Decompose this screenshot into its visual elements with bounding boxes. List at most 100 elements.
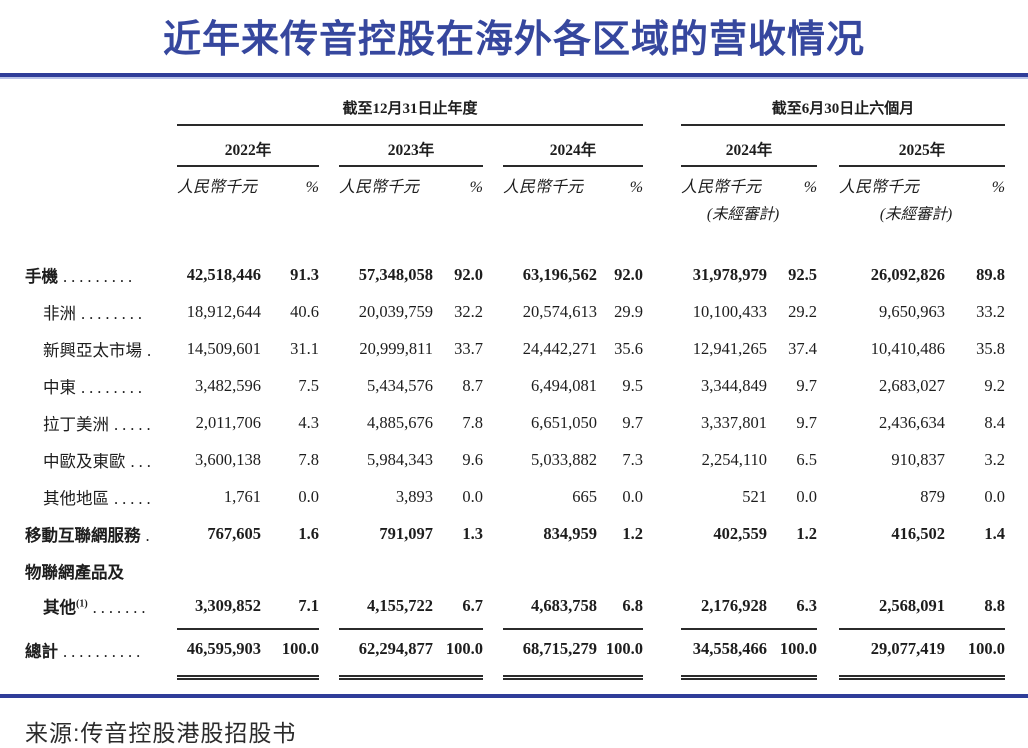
cell-value: 402,559 — [713, 523, 768, 543]
cell-value — [597, 552, 643, 589]
cell-value: 63,196,562 — [522, 264, 597, 284]
page-header: 近年来传音控股在海外各区域的营收情况 — [0, 8, 1028, 79]
cell-value: 91.3 — [290, 264, 319, 284]
cell-value: 89.8 — [976, 264, 1006, 284]
cell-value: 24,442,271 — [522, 338, 597, 358]
cell-value: 29.9 — [614, 301, 644, 321]
year-header-2022: 2022年 — [177, 125, 319, 167]
unit-header: 人民幣千元 — [177, 179, 258, 196]
row-label: 物聯網產品及 — [25, 562, 124, 582]
cell-value: 2,568,091 — [839, 589, 946, 630]
cell-value: 33.7 — [454, 338, 483, 358]
cell-value: 8.8 — [945, 589, 1006, 630]
cell-value: 1.3 — [462, 523, 483, 543]
row-label: 新興亞太市場. — [43, 340, 156, 360]
percent-header: % — [991, 179, 1006, 196]
cell-value: 68,715,279 — [503, 629, 597, 680]
year-header-2024-interim: 2024年 — [681, 125, 818, 167]
cell-value: 3.2 — [984, 449, 1006, 469]
period-group-annual: 截至12月31日止年度 — [177, 95, 644, 126]
cell-value — [839, 552, 945, 589]
cell-value: 416,502 — [891, 523, 946, 543]
cell-value: 834,959 — [543, 523, 597, 543]
table-row: 其他(1)....... 3,309,852 7.1 4,155,722 6.7 4… — [25, 589, 1006, 630]
cell-value: 62,294,877 — [339, 629, 433, 680]
cell-value: 9.7 — [796, 412, 818, 432]
cell-value: 92.0 — [614, 264, 644, 284]
cell-value: 10,410,486 — [870, 338, 946, 358]
cell-value: 6,651,050 — [531, 412, 597, 432]
table-row: 中東........ 3,482,596 7.5 5,434,576 8.7 6,4… — [25, 367, 1005, 404]
cell-value: 5,033,882 — [531, 449, 597, 469]
cell-value: 767,605 — [207, 523, 261, 543]
cell-value: 29.2 — [788, 301, 818, 321]
cell-value: 100.0 — [261, 629, 319, 680]
cell-value: 3,893 — [395, 486, 433, 506]
cell-value: 9.7 — [796, 375, 818, 395]
cell-value: 7.1 — [261, 589, 319, 630]
row-label: 非洲........ — [43, 303, 146, 323]
table-row: 移動互聯網服務. 767,605 1.6 791,097 1.3 834,959 1.… — [25, 515, 1005, 552]
cell-value: 910,837 — [891, 449, 946, 469]
unit-header: 人民幣千元 — [339, 179, 420, 196]
cell-value: 6,494,081 — [531, 375, 597, 395]
row-label: 其他(1)....... — [43, 598, 150, 617]
cell-value: 9.7 — [622, 412, 644, 432]
cell-value: 7.8 — [298, 449, 319, 469]
cell-value: 31.1 — [290, 338, 319, 358]
table-row: 中歐及東歐... 3,600,138 7.8 5,984,343 9.6 5,033… — [25, 441, 1005, 478]
cell-value: 10,100,433 — [692, 301, 768, 321]
cell-value — [177, 552, 261, 589]
period-group-row: 截至12月31日止年度 截至6月30日止六個月 — [25, 95, 1006, 126]
row-label: 拉丁美洲..... — [43, 414, 155, 434]
year-header-row: 2022年 2023年 2024年 2024年 2025年 — [25, 125, 1006, 167]
row-label: 總計.......... — [25, 641, 145, 661]
cell-value: 1.4 — [984, 523, 1006, 543]
cell-value: 20,039,759 — [358, 301, 433, 321]
cell-value: 20,999,811 — [359, 338, 433, 358]
title-rule — [0, 73, 1028, 79]
unaudited-note: (未經審計) — [706, 206, 780, 223]
cell-value: 4.3 — [298, 412, 319, 432]
row-label: 其他地區..... — [43, 488, 155, 508]
cell-value: 0.0 — [796, 486, 818, 506]
percent-header: % — [469, 179, 483, 196]
cell-value: 100.0 — [433, 629, 483, 680]
cell-value: 6.7 — [433, 589, 483, 630]
cell-value: 2,011,706 — [195, 412, 261, 432]
cell-value: 35.8 — [976, 338, 1006, 358]
cell-value: 879 — [920, 486, 946, 506]
cell-value: 1.6 — [298, 523, 319, 543]
cell-value: 0.0 — [622, 486, 644, 506]
unit-header-row: 人民幣千元 % 人民幣千元 % 人民幣千元 % 人民幣千元 % 人民幣千元 % — [25, 166, 1005, 197]
cell-value: 1,761 — [223, 486, 261, 506]
cell-value: 8.4 — [984, 412, 1006, 432]
cell-value: 100.0 — [767, 629, 818, 680]
year-header-2023: 2023年 — [339, 125, 483, 167]
cell-value: 46,595,903 — [177, 629, 261, 680]
cell-value: 33.2 — [976, 301, 1006, 321]
percent-header: % — [629, 179, 644, 196]
cell-value: 42,518,446 — [186, 264, 261, 284]
row-label: 中東........ — [43, 377, 146, 397]
unit-header: 人民幣千元 — [839, 179, 920, 196]
row-label: 移動互聯網服務. — [25, 525, 154, 545]
bottom-rule — [0, 693, 1028, 698]
year-header-2025-interim: 2025年 — [839, 125, 1006, 167]
table-row: 非洲........ 18,912,644 40.6 20,039,759 32.2… — [25, 293, 1005, 330]
cell-value: 2,176,928 — [681, 589, 768, 630]
cell-value: 9.5 — [622, 375, 644, 395]
table-row: 物聯網產品及 — [25, 552, 1005, 589]
cell-value — [433, 552, 483, 589]
unaudited-note: (未經審計) — [879, 206, 953, 223]
cell-value: 4,155,722 — [339, 589, 433, 630]
table-row: 新興亞太市場. 14,509,601 31.1 20,999,811 33.7 24… — [25, 330, 1005, 367]
cell-value: 34,558,466 — [681, 629, 768, 680]
cell-value: 3,600,138 — [195, 449, 261, 469]
cell-value — [681, 552, 767, 589]
revenue-table: 截至12月31日止年度 截至6月30日止六個月 2022年 2023年 2024… — [25, 95, 1006, 680]
cell-value: 12,941,265 — [692, 338, 768, 358]
cell-value: 2,683,027 — [879, 375, 946, 395]
cell-value: 3,344,849 — [701, 375, 768, 395]
cell-value: 3,482,596 — [195, 375, 261, 395]
